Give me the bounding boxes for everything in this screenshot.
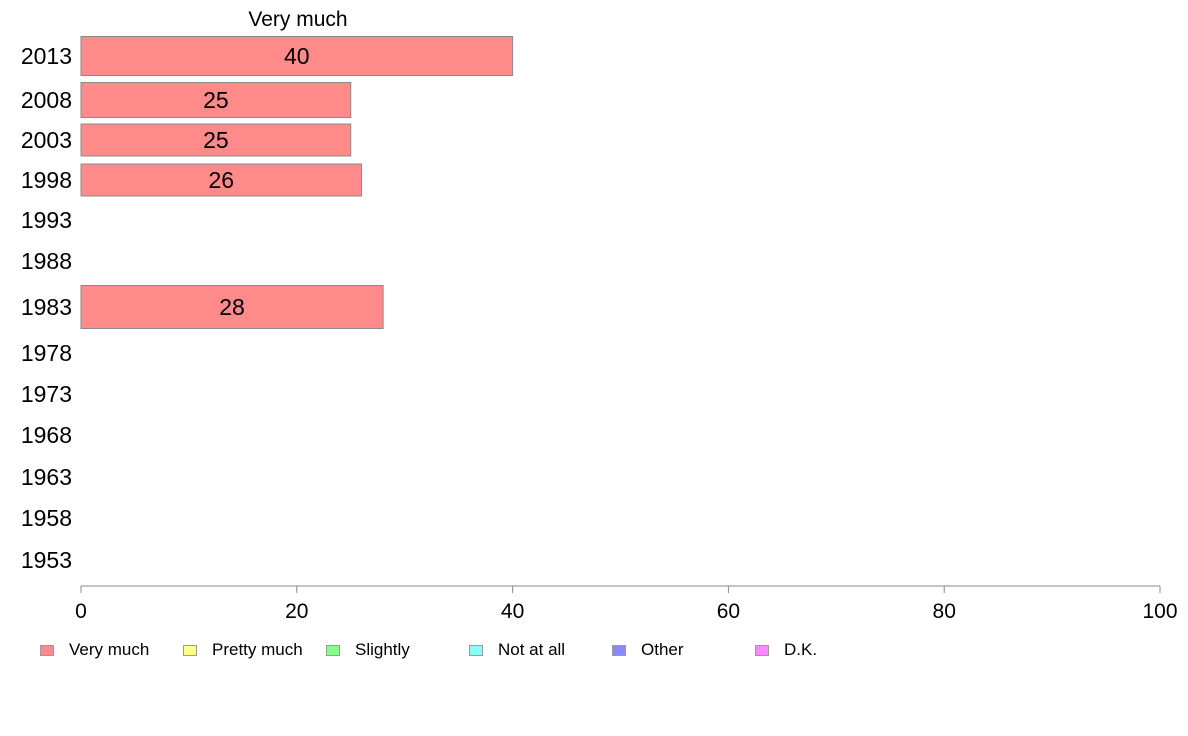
legend-swatch [469,644,483,656]
y-tick-label: 1983 [21,294,72,320]
bars: 40 25 25 26 28 [80,36,514,329]
y-tick-label: 1968 [21,422,72,448]
chart-title: Very much [248,8,347,31]
y-tick-label: 2008 [21,87,72,113]
y-tick-label: 1953 [21,547,72,573]
legend-item: Pretty much [183,640,303,660]
x-tick-label: 80 [933,600,956,623]
legend-label: Not at all [498,640,566,659]
y-tick-label: 2003 [21,127,72,153]
bar-value-label: 25 [203,127,229,153]
y-tick-label: 1978 [21,340,72,366]
y-tick-label: 1973 [21,381,72,407]
y-tick-label: 1993 [21,207,72,233]
y-tick-label: 1958 [21,505,72,531]
x-tick-label: 40 [501,600,524,623]
bar-value-label: 40 [284,43,310,69]
bar [80,285,384,329]
legend-label: Very much [69,640,150,659]
legend-item: Not at all [469,640,565,660]
y-tick-label: 1988 [21,248,72,274]
legend-item: Slightly [326,640,410,660]
legend-swatch [612,644,626,656]
legend-label: Pretty much [212,640,303,659]
legend-swatch [183,644,197,656]
x-tick-label: 0 [75,600,87,623]
bar-value-label: 26 [208,167,234,193]
x-tick-label: 20 [285,600,308,623]
bar-value-label: 28 [219,294,245,320]
legend-swatch [326,644,340,656]
legend-item: Very much [40,640,149,660]
bar [80,36,514,76]
legend-item: D.K. [755,640,817,660]
x-tick-label: 100 [1142,600,1177,623]
bar [80,123,352,157]
legend-label: Slightly [355,640,410,659]
legend-swatch [755,644,769,656]
x-axis: 0 20 40 60 80 100 [75,585,1178,623]
legend-item: Other [612,640,684,660]
legend-label: D.K. [784,640,818,659]
bar [80,82,352,118]
legend-swatch [40,644,54,656]
y-tick-label: 1998 [21,167,72,193]
legend-label: Other [641,640,684,659]
y-tick-label: 1963 [21,464,72,490]
legend: Very much Pretty much Slightly Not at all Ot… [40,640,1140,660]
bar-value-label: 25 [203,87,229,113]
y-tick-label: 2013 [21,43,72,69]
bar [80,163,363,197]
y-axis-labels: 2013 2008 2003 1998 1993 1988 1983 1978 1973 1968… [21,43,72,573]
x-tick-label: 60 [717,600,740,623]
